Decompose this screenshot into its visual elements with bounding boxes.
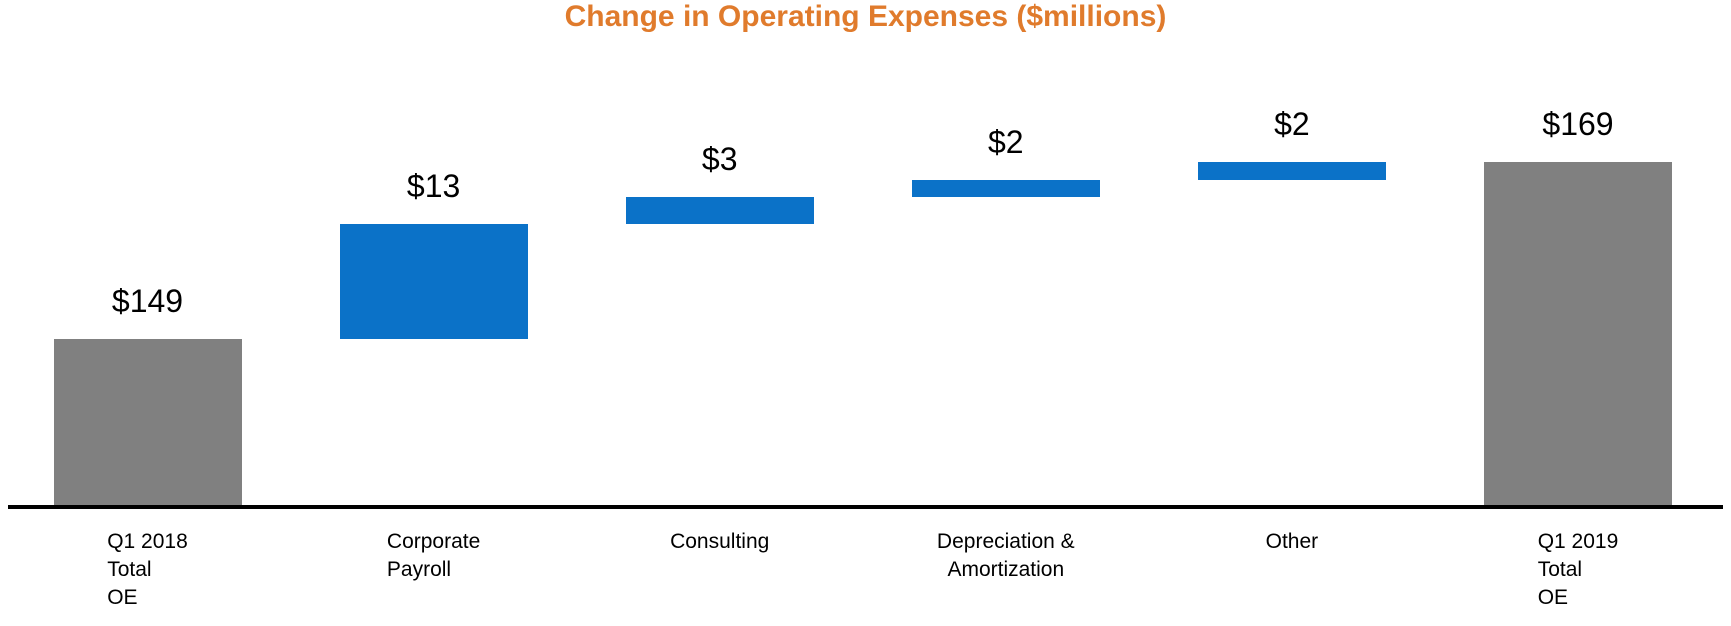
x-axis-line bbox=[8, 505, 1723, 509]
category-label-line: Payroll bbox=[386, 558, 452, 581]
data-label-q1-2019-total-oe: $169 bbox=[1542, 105, 1614, 142]
bar-other bbox=[1197, 161, 1386, 180]
category-label-corporate-payroll: Corporate Payroll bbox=[387, 528, 480, 584]
data-label-q1-2018-total-oe: $149 bbox=[111, 282, 184, 319]
data-label-other: $2 bbox=[1274, 105, 1310, 142]
category-label-line: Corporate bbox=[386, 530, 481, 553]
data-label-consulting: $3 bbox=[701, 141, 738, 178]
category-label-q1-2018-total-oe: Q1 2018 Total OE bbox=[107, 528, 188, 612]
category-label-line: Amortization bbox=[947, 558, 1065, 581]
category-label-q1-2019-total-oe: Q1 2019 Total OE bbox=[1538, 528, 1619, 612]
data-label-depreciation-amortization: $2 bbox=[988, 123, 1024, 160]
data-label-corporate-payroll: $13 bbox=[406, 167, 461, 204]
bar-consulting bbox=[625, 197, 814, 224]
bar-q1-2019-total-oe bbox=[1484, 161, 1672, 507]
category-label-other: Other bbox=[1266, 528, 1319, 556]
category-label-line: OE bbox=[107, 586, 138, 609]
category-label-line: Q1 2018 bbox=[107, 530, 188, 553]
bar-corporate-payroll bbox=[339, 223, 528, 339]
category-label-line: Other bbox=[1265, 530, 1319, 553]
category-label-line: Depreciation & bbox=[936, 530, 1075, 553]
bar-q1-2018-total-oe bbox=[53, 338, 242, 507]
bar-depreciation-amortization bbox=[911, 179, 1100, 198]
category-label-line: Consulting bbox=[670, 530, 770, 553]
category-label-depreciation-amortization: Depreciation & Amortization bbox=[937, 528, 1075, 584]
category-label-line: OE bbox=[1537, 586, 1569, 609]
category-label-line: Q1 2019 bbox=[1537, 530, 1619, 553]
category-label-line: Total bbox=[1537, 558, 1583, 581]
chart-title: Change in Operating Expenses ($millions) bbox=[564, 0, 1167, 33]
category-label-consulting: Consulting bbox=[670, 528, 769, 556]
category-label-line: Total bbox=[107, 558, 152, 581]
